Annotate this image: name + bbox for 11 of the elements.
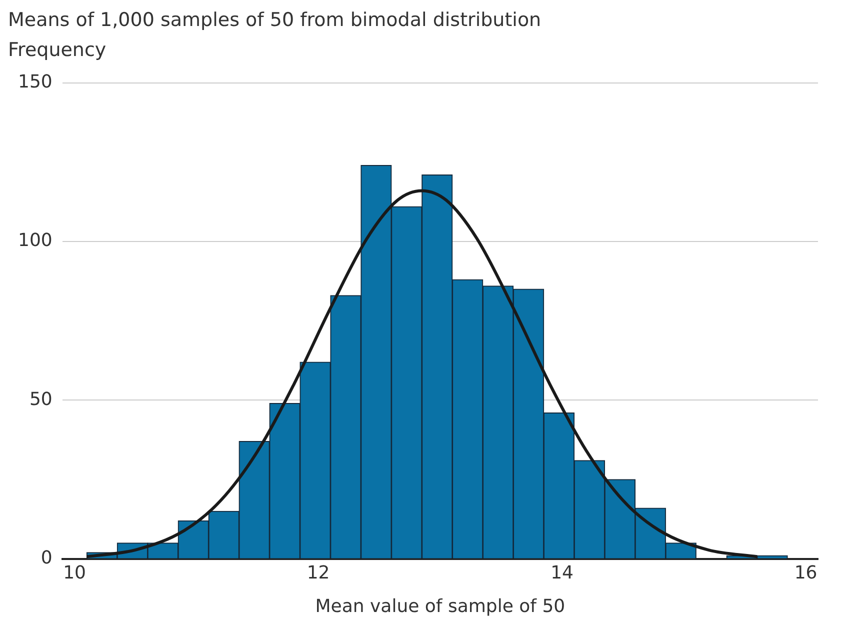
y-tick-label: 50 <box>29 388 52 410</box>
x-axis-title: Mean value of sample of 50 <box>315 596 566 617</box>
chart-title: Means of 1,000 samples of 50 from bimodal distribution <box>8 8 542 32</box>
y-tick-label: 100 <box>18 230 52 252</box>
x-tick-label: 14 <box>550 562 574 584</box>
x-tick-label: 12 <box>306 562 330 584</box>
x-tick-label: 16 <box>794 562 818 584</box>
y-axis-title: Frequency <box>8 38 108 62</box>
x-tick-label: 10 <box>63 562 86 584</box>
y-tick-label: 150 <box>18 71 52 92</box>
y-tick-label: 0 <box>40 547 52 568</box>
